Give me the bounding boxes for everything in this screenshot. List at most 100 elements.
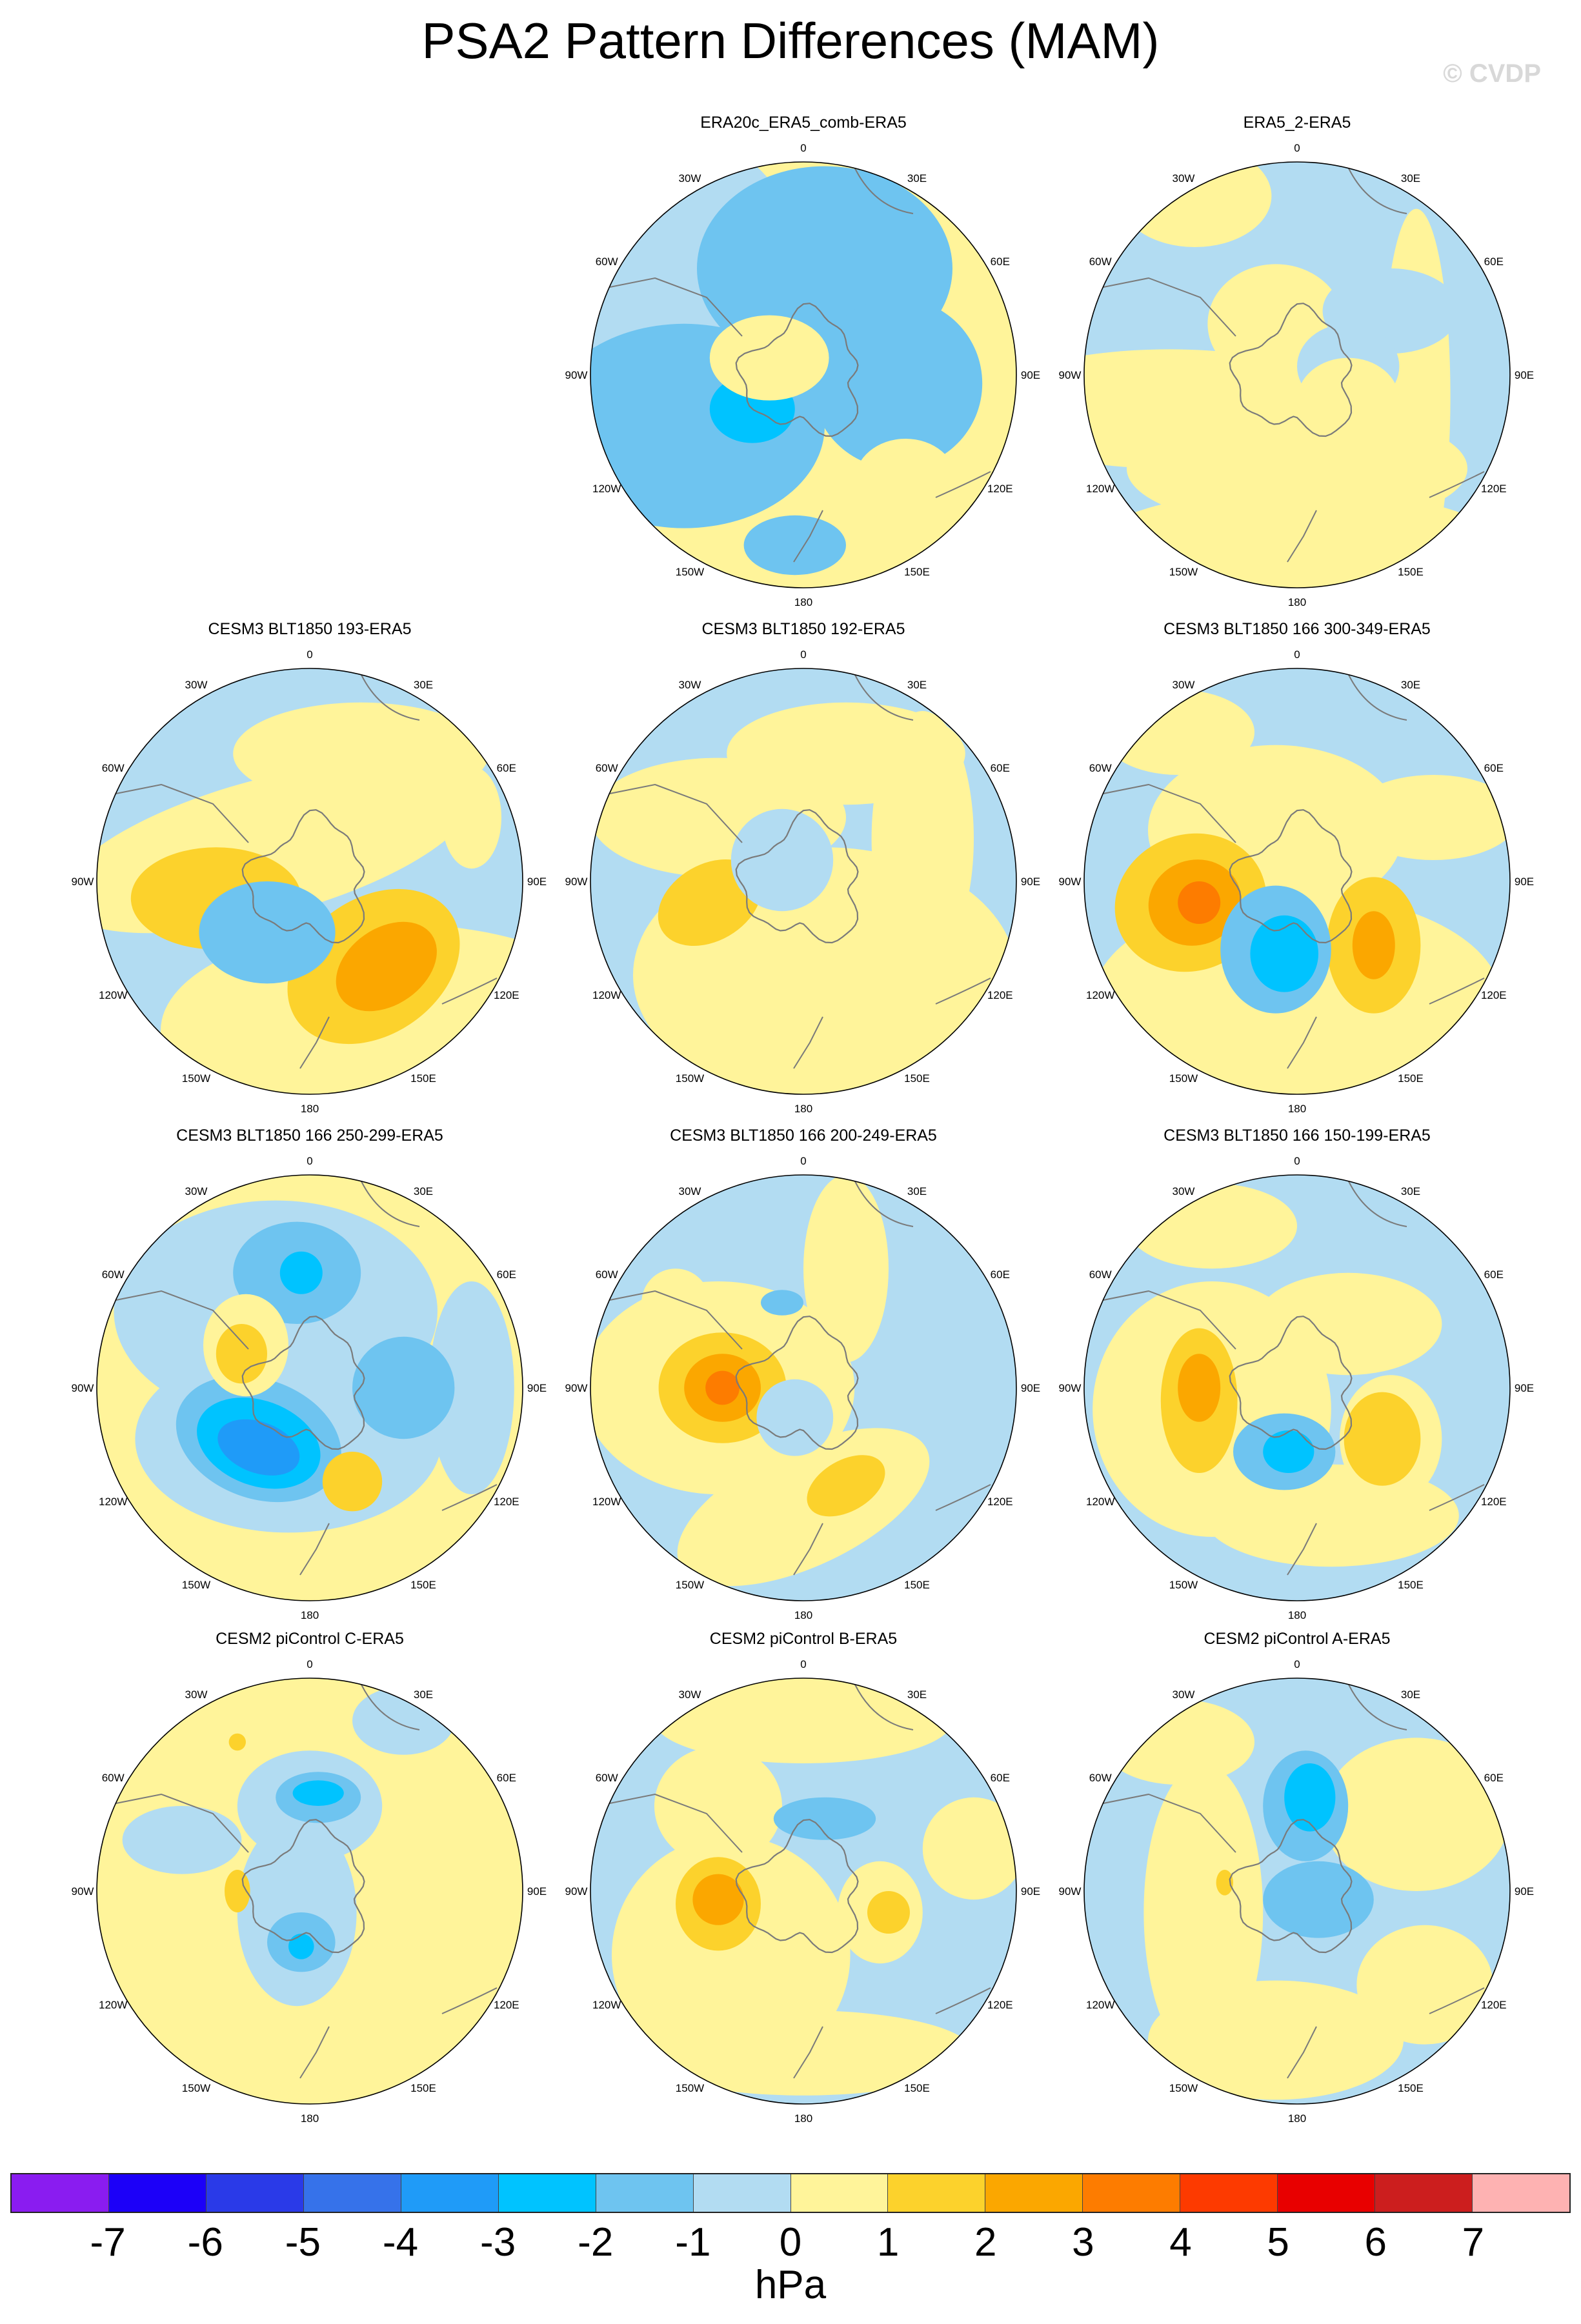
south-america-coastline (590, 1290, 743, 1350)
longitude-label: 120E (1481, 989, 1507, 1001)
contour-region (322, 1452, 383, 1512)
polar-map: 0 30E 60E 90E 120E 150E 180 150W 120W 90W 60W 30W (1059, 648, 1535, 1115)
contour-region (1322, 1738, 1510, 1891)
longitude-label: 150W (1169, 2082, 1198, 2094)
africa-coastline (1348, 168, 1407, 214)
longitude-label: 150E (904, 566, 930, 578)
contour-region (727, 702, 965, 805)
antarctica-coastline (1229, 1316, 1353, 1450)
polar-map: 0 30E 60E 90E 120E 150E 180 150W 120W 90W 60W 30W (565, 1658, 1041, 2125)
longitude-label: 90E (527, 876, 547, 888)
colorbar-tick-label: -2 (578, 2220, 614, 2265)
colorbar-box (790, 2174, 889, 2212)
longitude-label: 0 (800, 1155, 806, 1167)
longitude-label: 90E (1021, 1382, 1040, 1394)
new-zealand-coastline (793, 2026, 823, 2079)
longitude-label: 90E (1515, 876, 1534, 888)
map-panel: CESM2 piControl C-ERA5 0 30E 60E 90E 120E 150E… (65, 1629, 555, 2132)
longitude-label: 0 (1294, 1658, 1300, 1670)
polar-map: 0 30E 60E 90E 120E 150E 180 150W 120W 90W 60W 30W (1059, 142, 1535, 608)
contour-region (922, 1797, 1016, 1900)
panel-title: CESM3 BLT1850 166 250-299-ERA5 (176, 1127, 443, 1145)
longitude-label: 120W (592, 1496, 621, 1508)
longitude-label: 150W (1169, 1072, 1198, 1085)
contour-region (352, 1336, 455, 1439)
longitude-label: 120E (1481, 1496, 1507, 1508)
new-zealand-coastline (1287, 1016, 1317, 1069)
polar-map: 0 30E 60E 90E 120E 150E 180 150W 120W 90W 60W 30W (565, 1155, 1041, 1621)
longitude-label: 30E (414, 1688, 433, 1701)
colorbar-box (1083, 2174, 1181, 2212)
australia-coastline (1429, 1987, 1485, 2014)
longitude-label: 120E (987, 1999, 1013, 2011)
colorbar-tick-label: 7 (1462, 2220, 1485, 2265)
panel-title: CESM3 BLT1850 166 300-349-ERA5 (1163, 620, 1431, 638)
longitude-label: 180 (1288, 1609, 1306, 1621)
longitude-label: 30E (1401, 1688, 1420, 1701)
longitude-label: 150E (410, 1072, 436, 1085)
colorbar-tick-label: -3 (480, 2220, 516, 2265)
australia-coastline (1429, 471, 1485, 498)
longitude-label: 120W (592, 989, 621, 1001)
contour-region (292, 1780, 344, 1806)
australia-coastline (441, 1987, 498, 2014)
longitude-label: 120W (99, 989, 127, 1001)
south-america-coastline (590, 277, 743, 337)
longitude-label: 60E (497, 762, 516, 774)
longitude-label: 0 (800, 648, 806, 661)
new-zealand-coastline (299, 2026, 330, 2079)
longitude-label: 0 (1294, 1155, 1300, 1167)
colorbar-box (303, 2174, 401, 2212)
contour-region (216, 1324, 267, 1384)
longitude-label: 30W (679, 1185, 701, 1197)
watermark: © CVDP (1443, 59, 1541, 88)
contour-region (1263, 1430, 1314, 1473)
contour-region (1101, 1699, 1254, 1785)
contour-region (1216, 1870, 1233, 1896)
longitude-label: 90W (72, 1382, 94, 1394)
polar-map: 0 30E 60E 90E 120E 150E 180 150W 120W 90W 60W 30W (565, 142, 1041, 608)
contour-region (428, 1281, 514, 1494)
longitude-label: 90W (565, 876, 588, 888)
longitude-label: 30W (679, 679, 701, 691)
colorbar-box (1375, 2174, 1473, 2212)
antarctica-coastline (735, 1819, 859, 1954)
africa-coastline (854, 168, 914, 214)
longitude-label: 180 (794, 2112, 812, 2125)
new-zealand-coastline (299, 1016, 330, 1069)
polar-map: 0 30E 60E 90E 120E 150E 180 150W 120W 90W 60W 30W (565, 648, 1041, 1115)
longitude-label: 60E (1484, 762, 1504, 774)
contour-region (1254, 1272, 1442, 1376)
colorbar-box (1180, 2174, 1278, 2212)
longitude-label: 90E (1515, 369, 1534, 381)
panel-title: CESM3 BLT1850 166 150-199-ERA5 (1163, 1127, 1431, 1145)
australia-coastline (441, 977, 498, 1005)
antarctica-coastline (1229, 1819, 1353, 1954)
longitude-label: 30W (679, 1688, 701, 1701)
longitude-label: 30E (1401, 679, 1420, 691)
australia-coastline (1429, 1484, 1485, 1511)
longitude-label: 150W (676, 1072, 704, 1085)
polar-map: 0 30E 60E 90E 120E 150E 180 150W 120W 90W 60W 30W (72, 1155, 547, 1621)
australia-coastline (1429, 977, 1485, 1005)
longitude-label: 60W (102, 1268, 125, 1281)
south-america-coastline (97, 1793, 249, 1853)
contour-region (1250, 915, 1318, 992)
map-border (590, 161, 1017, 588)
contour-region (1178, 1354, 1221, 1422)
map-panel: CESM3 BLT1850 166 200-249-ERA5 0 30E 60E 90E… (558, 1126, 1049, 1629)
longitude-label: 90W (1059, 876, 1082, 888)
contour-region (812, 298, 983, 469)
south-america-coastline (97, 783, 249, 843)
colorbar-box (1278, 2174, 1376, 2212)
longitude-label: 120E (987, 483, 1013, 495)
contour-region (803, 1175, 889, 1363)
map-border (1083, 161, 1511, 588)
colorbar-tick-label: 1 (876, 2220, 900, 2265)
map-panel: ERA20c_ERA5_comb-ERA5 0 30E 60E 90E 120E 150E 1… (558, 113, 1049, 616)
antarctica-coastline (735, 1316, 859, 1450)
colorbar (10, 2173, 1571, 2213)
africa-coastline (361, 1181, 420, 1227)
contour-region (1118, 162, 1272, 247)
longitude-label: 150E (1398, 1579, 1424, 1591)
